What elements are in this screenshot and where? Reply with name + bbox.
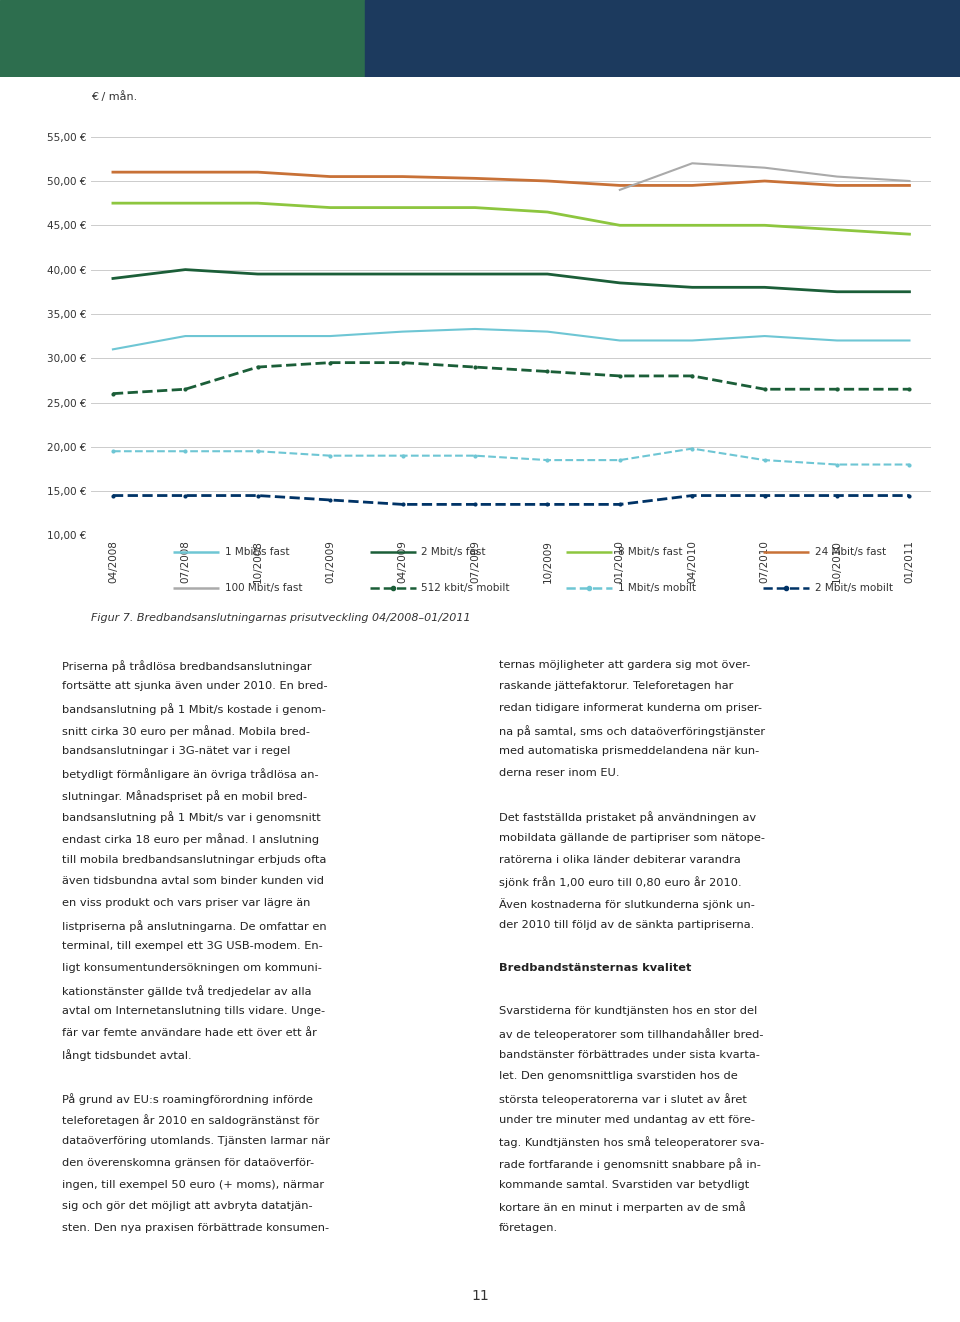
Text: 100 Mbit/s fast: 100 Mbit/s fast: [225, 583, 302, 592]
Text: av de teleoperatorer som tillhandahåller bred-: av de teleoperatorer som tillhandahåller…: [499, 1029, 764, 1040]
Bar: [0, 0, 365, 77]
Text: Priserna på trådlösa bredbandsanslutningar: Priserna på trådlösa bredbandsanslutning…: [62, 660, 312, 672]
Text: 11: 11: [471, 1289, 489, 1302]
Text: 2 Mbit/s mobilt: 2 Mbit/s mobilt: [815, 583, 893, 592]
Text: snitt cirka 30 euro per månad. Mobila bred-: snitt cirka 30 euro per månad. Mobila br…: [62, 724, 310, 736]
Text: 512 kbit/s mobilt: 512 kbit/s mobilt: [421, 583, 510, 592]
Text: der 2010 till följd av de sänkta partipriserna.: der 2010 till följd av de sänkta partipr…: [499, 920, 755, 929]
Text: betydligt förmånligare än övriga trådlösa an-: betydligt förmånligare än övriga trådlös…: [62, 768, 319, 780]
Text: sig och gör det möjligt att avbryta datatjän-: sig och gör det möjligt att avbryta data…: [62, 1202, 313, 1211]
Text: kationstänster gällde två tredjedelar av alla: kationstänster gällde två tredjedelar av…: [62, 985, 312, 997]
Text: en viss produkt och vars priser var lägre än: en viss produkt och vars priser var lägr…: [62, 898, 311, 908]
Text: bandstänster förbättrades under sista kvarta-: bandstänster förbättrades under sista kv…: [499, 1050, 760, 1060]
Text: 1 Mbit/s mobilt: 1 Mbit/s mobilt: [618, 583, 696, 592]
Text: rade fortfarande i genomsnitt snabbare på in-: rade fortfarande i genomsnitt snabbare p…: [499, 1158, 761, 1170]
Text: 2 Mbit/s fast: 2 Mbit/s fast: [421, 547, 486, 557]
Text: listpriserna på anslutningarna. De omfattar en: listpriserna på anslutningarna. De omfat…: [62, 920, 327, 932]
Text: till mobila bredbandsanslutningar erbjuds ofta: till mobila bredbandsanslutningar erbjud…: [62, 855, 326, 865]
Text: under tre minuter med undantag av ett före-: under tre minuter med undantag av ett fö…: [499, 1114, 756, 1125]
Text: 24 Mbit/s fast: 24 Mbit/s fast: [815, 547, 886, 557]
Text: derna reser inom EU.: derna reser inom EU.: [499, 768, 620, 779]
Text: let. Den genomsnittliga svarstiden hos de: let. Den genomsnittliga svarstiden hos d…: [499, 1071, 738, 1081]
Text: avtal om Internetanslutning tills vidare. Unge-: avtal om Internetanslutning tills vidare…: [62, 1006, 325, 1017]
Text: ligt konsumentundersökningen om kommuni-: ligt konsumentundersökningen om kommuni-: [62, 962, 323, 973]
Text: ternas möjligheter att gardera sig mot över-: ternas möjligheter att gardera sig mot ö…: [499, 660, 751, 670]
Bar: [365, 0, 960, 77]
Text: Det fastställda pristaket på användningen av: Det fastställda pristaket på användninge…: [499, 812, 756, 824]
Text: tag. Kundtjänsten hos små teleoperatorer sva-: tag. Kundtjänsten hos små teleoperatorer…: [499, 1136, 764, 1147]
Text: raskande jättefaktorur. Teleforetagen har: raskande jättefaktorur. Teleforetagen ha…: [499, 681, 733, 691]
Text: långt tidsbundet avtal.: långt tidsbundet avtal.: [62, 1050, 192, 1062]
Text: Bredbandstänsternas kvalitet: Bredbandstänsternas kvalitet: [499, 962, 691, 973]
Text: € / mån.: € / mån.: [91, 91, 137, 102]
Text: 8 Mbit/s fast: 8 Mbit/s fast: [618, 547, 683, 557]
Text: slutningar. Månadspriset på en mobil bred-: slutningar. Månadspriset på en mobil bre…: [62, 789, 307, 801]
Text: den överenskomna gränsen för dataöverför-: den överenskomna gränsen för dataöverför…: [62, 1158, 315, 1167]
Text: redan tidigare informerat kunderna om priser-: redan tidigare informerat kunderna om pr…: [499, 703, 762, 713]
Text: mobildata gällande de partipriser som nätope-: mobildata gällande de partipriser som nä…: [499, 833, 765, 843]
Text: kommande samtal. Svarstiden var betydligt: kommande samtal. Svarstiden var betydlig…: [499, 1179, 750, 1190]
Text: kortare än en minut i merparten av de små: kortare än en minut i merparten av de sm…: [499, 1202, 746, 1214]
Text: Svarstiderna för kundtjänsten hos en stor del: Svarstiderna för kundtjänsten hos en sto…: [499, 1006, 757, 1017]
Text: bandsanslutning på 1 Mbit/s var i genomsnitt: bandsanslutning på 1 Mbit/s var i genoms…: [62, 812, 322, 824]
Text: endast cirka 18 euro per månad. I anslutning: endast cirka 18 euro per månad. I anslut…: [62, 833, 320, 845]
Text: sten. Den nya praxisen förbättrade konsumen-: sten. Den nya praxisen förbättrade konsu…: [62, 1223, 329, 1233]
Text: På grund av EU:s roamingförordning införde: På grund av EU:s roamingförordning inför…: [62, 1093, 313, 1105]
Text: ratörerna i olika länder debiterar varandra: ratörerna i olika länder debiterar varan…: [499, 855, 741, 865]
Text: Även kostnaderna för slutkunderna sjönk un-: Även kostnaderna för slutkunderna sjönk …: [499, 898, 756, 910]
Text: na på samtal, sms och dataöverföringstjänster: na på samtal, sms och dataöverföringstjä…: [499, 724, 765, 736]
Text: bandsanslutningar i 3G-nätet var i regel: bandsanslutningar i 3G-nätet var i regel: [62, 747, 291, 756]
Text: Figur 7. Bredbandsanslutningarnas prisutveckling 04/2008–01/2011: Figur 7. Bredbandsanslutningarnas prisut…: [91, 613, 470, 624]
Text: största teleoperatorerna var i slutet av året: största teleoperatorerna var i slutet av…: [499, 1093, 747, 1105]
Text: även tidsbundna avtal som binder kunden vid: även tidsbundna avtal som binder kunden …: [62, 876, 324, 886]
Text: fär var femte användare hade ett över ett år: fär var femte användare hade ett över et…: [62, 1029, 317, 1038]
Text: företagen.: företagen.: [499, 1223, 559, 1233]
Text: teleforetagen år 2010 en saldogränstänst för: teleforetagen år 2010 en saldogränstänst…: [62, 1114, 320, 1126]
Text: bandsanslutning på 1 Mbit/s kostade i genom-: bandsanslutning på 1 Mbit/s kostade i ge…: [62, 703, 326, 715]
Text: terminal, till exempel ett 3G USB-modem. En-: terminal, till exempel ett 3G USB-modem.…: [62, 941, 324, 952]
Text: ingen, till exempel 50 euro (+ moms), närmar: ingen, till exempel 50 euro (+ moms), nä…: [62, 1179, 324, 1190]
Text: sjönk från 1,00 euro till 0,80 euro år 2010.: sjönk från 1,00 euro till 0,80 euro år 2…: [499, 876, 742, 888]
Text: med automatiska prismeddelandena när kun-: med automatiska prismeddelandena när kun…: [499, 747, 759, 756]
Text: 1 Mbit/s fast: 1 Mbit/s fast: [225, 547, 289, 557]
Text: fortsätte att sjunka även under 2010. En bred-: fortsätte att sjunka även under 2010. En…: [62, 681, 328, 691]
Text: dataöverföring utomlands. Tjänsten larmar när: dataöverföring utomlands. Tjänsten larma…: [62, 1136, 330, 1146]
